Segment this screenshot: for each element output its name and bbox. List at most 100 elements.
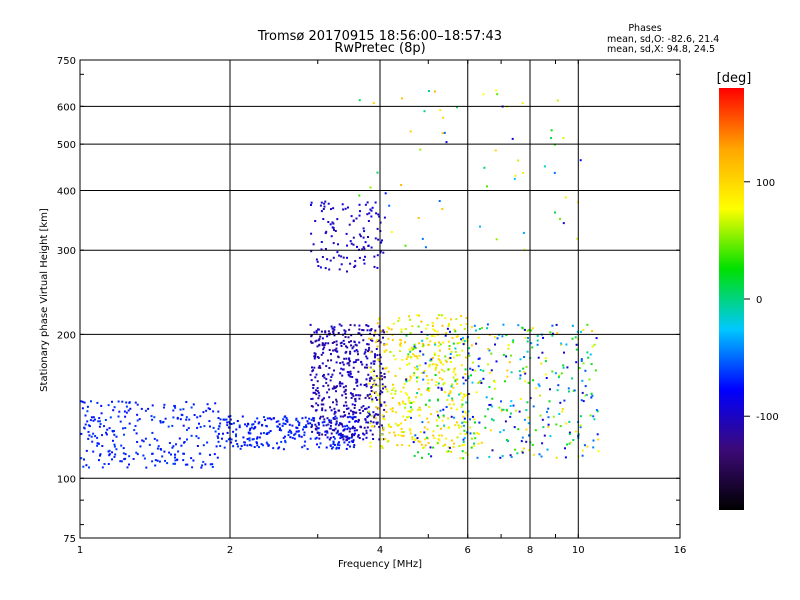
- scatter-point: [373, 362, 376, 365]
- scatter-point: [143, 457, 146, 460]
- scatter-point: [168, 442, 171, 444]
- scatter-point: [412, 401, 415, 404]
- scatter-point: [232, 430, 235, 433]
- scatter-point: [80, 400, 83, 403]
- scatter-point: [332, 441, 335, 444]
- scatter-point: [319, 204, 322, 207]
- scatter-point: [507, 440, 509, 443]
- scatter-point: [125, 405, 128, 408]
- scatter-point: [559, 217, 561, 220]
- scatter-point: [325, 378, 328, 381]
- scatter-point: [349, 262, 352, 265]
- scatter-point: [408, 415, 411, 418]
- scatter-point: [561, 408, 564, 410]
- scatter-point: [318, 337, 321, 340]
- scatter-point: [353, 434, 356, 437]
- scatter-point: [236, 420, 239, 422]
- scatter-point: [107, 450, 110, 453]
- scatter-point: [454, 350, 457, 353]
- scatter-point: [470, 446, 473, 449]
- scatter-point: [490, 405, 493, 408]
- scatter-point: [315, 329, 318, 332]
- scatter-point: [391, 339, 394, 342]
- scatter-point: [241, 415, 244, 418]
- scatter-point: [495, 360, 498, 363]
- scatter-point: [325, 381, 328, 384]
- scatter-point: [92, 432, 95, 435]
- scatter-point: [349, 324, 352, 326]
- scatter-point: [469, 426, 472, 429]
- scatter-point: [453, 368, 455, 371]
- scatter-point: [460, 425, 463, 428]
- scatter-point: [355, 420, 357, 422]
- scatter-point: [288, 429, 291, 432]
- scatter-point: [327, 359, 329, 362]
- scatter-point: [478, 421, 481, 424]
- scatter-point: [357, 435, 360, 438]
- scatter-point: [456, 436, 459, 439]
- scatter-point: [528, 449, 531, 452]
- scatter-point: [549, 331, 552, 334]
- scatter-point: [415, 396, 417, 399]
- scatter-point: [474, 421, 476, 424]
- scatter-point: [424, 362, 427, 365]
- scatter-point: [326, 417, 329, 420]
- x-tick-label: 10: [572, 545, 585, 556]
- scatter-point: [579, 426, 582, 429]
- scatter-point: [464, 433, 467, 436]
- scatter-point: [251, 423, 254, 426]
- scatter-point: [367, 236, 369, 238]
- scatter-point: [406, 355, 409, 358]
- scatter-point: [356, 350, 359, 353]
- scatter-point: [550, 129, 553, 132]
- scatter-point: [461, 339, 464, 342]
- scatter-point: [400, 342, 402, 345]
- scatter-point: [404, 392, 407, 395]
- scatter-point: [479, 225, 481, 228]
- scatter-point: [465, 317, 468, 320]
- scatter-point: [97, 442, 100, 445]
- scatter-point: [380, 404, 383, 407]
- scatter-point: [439, 409, 442, 412]
- scatter-point: [382, 387, 384, 390]
- scatter-point: [546, 410, 548, 413]
- scatter-point: [365, 363, 368, 366]
- scatter-point: [344, 393, 347, 395]
- scatter-point: [370, 339, 373, 341]
- scatter-point: [351, 433, 353, 436]
- scatter-point: [362, 227, 365, 230]
- scatter-point: [433, 353, 436, 356]
- scatter-point: [364, 351, 367, 354]
- scatter-point: [376, 254, 379, 257]
- scatter-point: [508, 361, 511, 364]
- scatter-point: [547, 423, 550, 426]
- scatter-point: [371, 400, 374, 403]
- scatter-point: [317, 391, 320, 394]
- scatter-point: [333, 418, 336, 420]
- scatter-point: [463, 444, 466, 446]
- scatter-point: [384, 385, 387, 388]
- scatter-point: [118, 410, 121, 413]
- scatter-point: [281, 424, 284, 427]
- scatter-point: [85, 464, 88, 467]
- scatter-point: [375, 406, 378, 409]
- scatter-point: [388, 327, 390, 330]
- scatter-point: [471, 361, 474, 364]
- scatter-point: [386, 390, 389, 393]
- scatter-point: [174, 456, 176, 459]
- scatter-point: [329, 424, 332, 427]
- scatter-point: [320, 353, 323, 356]
- scatter-point: [124, 427, 127, 429]
- scatter-point: [421, 421, 424, 424]
- scatter-point: [128, 455, 131, 458]
- scatter-point: [525, 409, 528, 412]
- scatter-point: [413, 343, 416, 346]
- scatter-point: [381, 438, 384, 441]
- scatter-point: [445, 332, 448, 334]
- scatter-point: [486, 323, 489, 326]
- scatter-point: [462, 336, 464, 339]
- scatter-point: [362, 432, 364, 435]
- scatter-point: [369, 445, 372, 448]
- scatter-point: [357, 370, 360, 373]
